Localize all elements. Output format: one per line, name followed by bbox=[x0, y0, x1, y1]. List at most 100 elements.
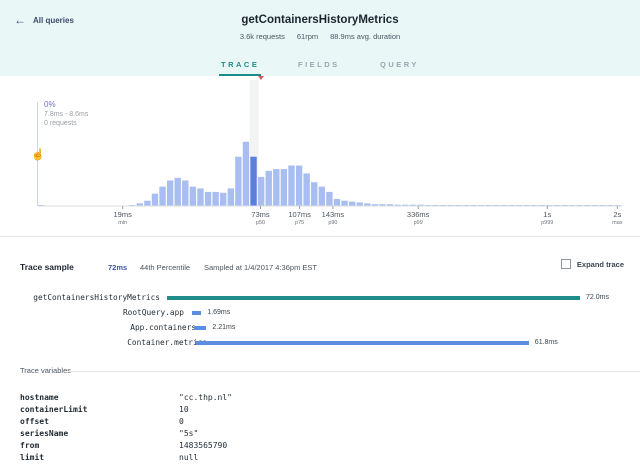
histogram-bar[interactable] bbox=[220, 192, 227, 206]
histogram-bar[interactable] bbox=[189, 186, 197, 206]
trace-row-duration: 61.8ms bbox=[534, 339, 558, 346]
histogram-hover-band bbox=[249, 80, 259, 206]
histogram-bar[interactable] bbox=[212, 191, 219, 206]
variable-row: hostname "cc.thp.nl" bbox=[20, 393, 620, 405]
tab-query[interactable]: QUERY bbox=[380, 60, 419, 69]
expand-trace-label: Expand trace bbox=[576, 259, 624, 269]
variable-row: from 1483565790 bbox=[20, 441, 620, 453]
all-queries-link[interactable]: ← All queries bbox=[14, 14, 74, 26]
query-stats: 3.6k requests 61rpm 88.9ms avg. duration bbox=[0, 32, 640, 41]
latency-histogram[interactable]: 0% 7.8ms - 8.6ms 0 requests ☝ 19ms min 73m… bbox=[0, 80, 640, 235]
histogram-bar[interactable] bbox=[318, 186, 325, 206]
query-header: ← All queries getContainersHistoryMetric… bbox=[0, 0, 640, 76]
trace-row[interactable]: getContainersHistoryMetrics 72.0ms bbox=[0, 293, 640, 305]
histogram-bar[interactable] bbox=[227, 188, 234, 206]
section-divider bbox=[0, 236, 640, 237]
histogram-bar[interactable] bbox=[136, 203, 143, 206]
histogram-bar[interactable] bbox=[204, 191, 212, 206]
variable-row: containerLimit 10 bbox=[20, 405, 620, 417]
variable-row: seriesName "5s" bbox=[20, 429, 620, 441]
histogram-bar[interactable] bbox=[280, 169, 288, 206]
histogram-bar[interactable] bbox=[356, 202, 363, 206]
all-queries-label: All queries bbox=[33, 15, 74, 25]
tab-bar: TRACE FIELDS QUERY bbox=[0, 56, 640, 76]
variable-row: limit null bbox=[20, 453, 620, 465]
histogram-bar[interactable] bbox=[288, 165, 295, 206]
trace-row-name: App.containers bbox=[130, 323, 196, 332]
variable-value: "cc.thp.nl" bbox=[179, 393, 232, 402]
histogram-bar[interactable] bbox=[348, 201, 356, 206]
trace-sample-percentile: 44th Percentile bbox=[140, 263, 191, 272]
histogram-bar[interactable] bbox=[402, 204, 409, 206]
trace-variables-title: Trace variables bbox=[20, 366, 71, 375]
axis-tick-label: 1s bbox=[543, 210, 551, 219]
axis-tick-percentile: min bbox=[118, 220, 127, 226]
axis-tick-percentile: p75 bbox=[295, 220, 304, 226]
stat-requests: 3.6k requests bbox=[239, 32, 285, 41]
axis-tick-label: 19ms bbox=[114, 210, 133, 219]
hover-percent: 0% bbox=[44, 100, 56, 109]
histogram-bar[interactable] bbox=[197, 188, 204, 206]
variable-value: 1483565790 bbox=[179, 441, 228, 450]
trace-row[interactable]: App.containers 2.21ms bbox=[0, 323, 640, 335]
histogram-bar[interactable] bbox=[235, 156, 242, 206]
histogram-bar[interactable] bbox=[295, 165, 303, 206]
trace-row-duration: 2.21ms bbox=[212, 324, 236, 331]
axis-tick-percentile: p99 bbox=[414, 220, 423, 226]
histogram-bar[interactable] bbox=[364, 203, 371, 206]
trace-sample-header: Trace sample 72ms 44th Percentile Sample… bbox=[20, 259, 624, 276]
trace-row-bar bbox=[194, 326, 207, 330]
histogram-bar[interactable] bbox=[242, 141, 250, 206]
axis-tick-percentile: p90 bbox=[328, 220, 337, 226]
histogram-bar[interactable] bbox=[166, 180, 174, 206]
histogram-bar[interactable] bbox=[151, 193, 159, 206]
hover-requests: 0 requests bbox=[44, 120, 77, 127]
axis-tick-label: 2s bbox=[613, 210, 621, 219]
histogram-bar[interactable] bbox=[174, 177, 181, 206]
histogram-bar[interactable] bbox=[409, 204, 417, 206]
histogram-bar[interactable] bbox=[303, 173, 310, 206]
histogram-bar[interactable] bbox=[333, 198, 341, 206]
axis-tick-percentile: p50 bbox=[256, 220, 265, 226]
variable-key: limit bbox=[20, 453, 45, 462]
histogram-bar[interactable] bbox=[379, 204, 386, 206]
hover-tooltip: 0% 7.8ms - 8.6ms 0 requests bbox=[44, 100, 88, 127]
histogram-bar[interactable] bbox=[250, 156, 257, 206]
histogram-bar[interactable] bbox=[394, 204, 401, 206]
query-title: getContainersHistoryMetrics bbox=[241, 14, 399, 26]
arrow-left-icon: ← bbox=[14, 13, 26, 27]
trace-sample-duration: 72ms bbox=[108, 263, 128, 272]
trace-row-name: RootQuery.app bbox=[122, 308, 184, 317]
tab-fields[interactable]: FIELDS bbox=[298, 60, 340, 69]
histogram-bar[interactable] bbox=[273, 169, 280, 206]
trace-row[interactable]: RootQuery.app 1.69ms bbox=[0, 308, 640, 320]
axis-tick-label: 143ms bbox=[322, 210, 345, 219]
histogram-bar[interactable] bbox=[386, 204, 394, 206]
histogram-bar[interactable] bbox=[341, 200, 348, 206]
variable-key: offset bbox=[20, 417, 49, 426]
histogram-bar[interactable] bbox=[159, 186, 166, 206]
histogram-bar[interactable] bbox=[371, 204, 379, 206]
trace-row[interactable]: Container.metrics 61.8ms bbox=[0, 338, 640, 350]
histogram-bar[interactable] bbox=[417, 204, 424, 206]
histogram-bar[interactable] bbox=[182, 180, 189, 206]
histogram-bar[interactable] bbox=[311, 182, 318, 206]
axis-tick-label: 73ms bbox=[251, 210, 270, 219]
variable-value: 10 bbox=[179, 405, 189, 414]
variable-key: seriesName bbox=[20, 429, 69, 438]
trace-sample-title: Trace sample bbox=[20, 262, 74, 272]
histogram-bar[interactable] bbox=[265, 170, 272, 206]
histogram-bar[interactable] bbox=[326, 191, 333, 206]
expand-trace-checkbox[interactable] bbox=[560, 259, 571, 269]
histogram-bar[interactable] bbox=[257, 176, 265, 206]
trace-row-bar bbox=[167, 296, 580, 300]
axis-tick-percentile: p999 bbox=[541, 220, 553, 226]
expand-trace-toggle[interactable]: Expand trace bbox=[560, 259, 624, 269]
trace-row-duration: 1.69ms bbox=[207, 309, 231, 316]
tab-trace[interactable]: TRACE bbox=[221, 60, 260, 69]
trace-row-bar bbox=[192, 311, 202, 315]
variable-key: from bbox=[20, 441, 40, 450]
histogram-bar[interactable] bbox=[144, 200, 151, 206]
hover-range: 7.8ms - 8.6ms bbox=[44, 111, 89, 118]
